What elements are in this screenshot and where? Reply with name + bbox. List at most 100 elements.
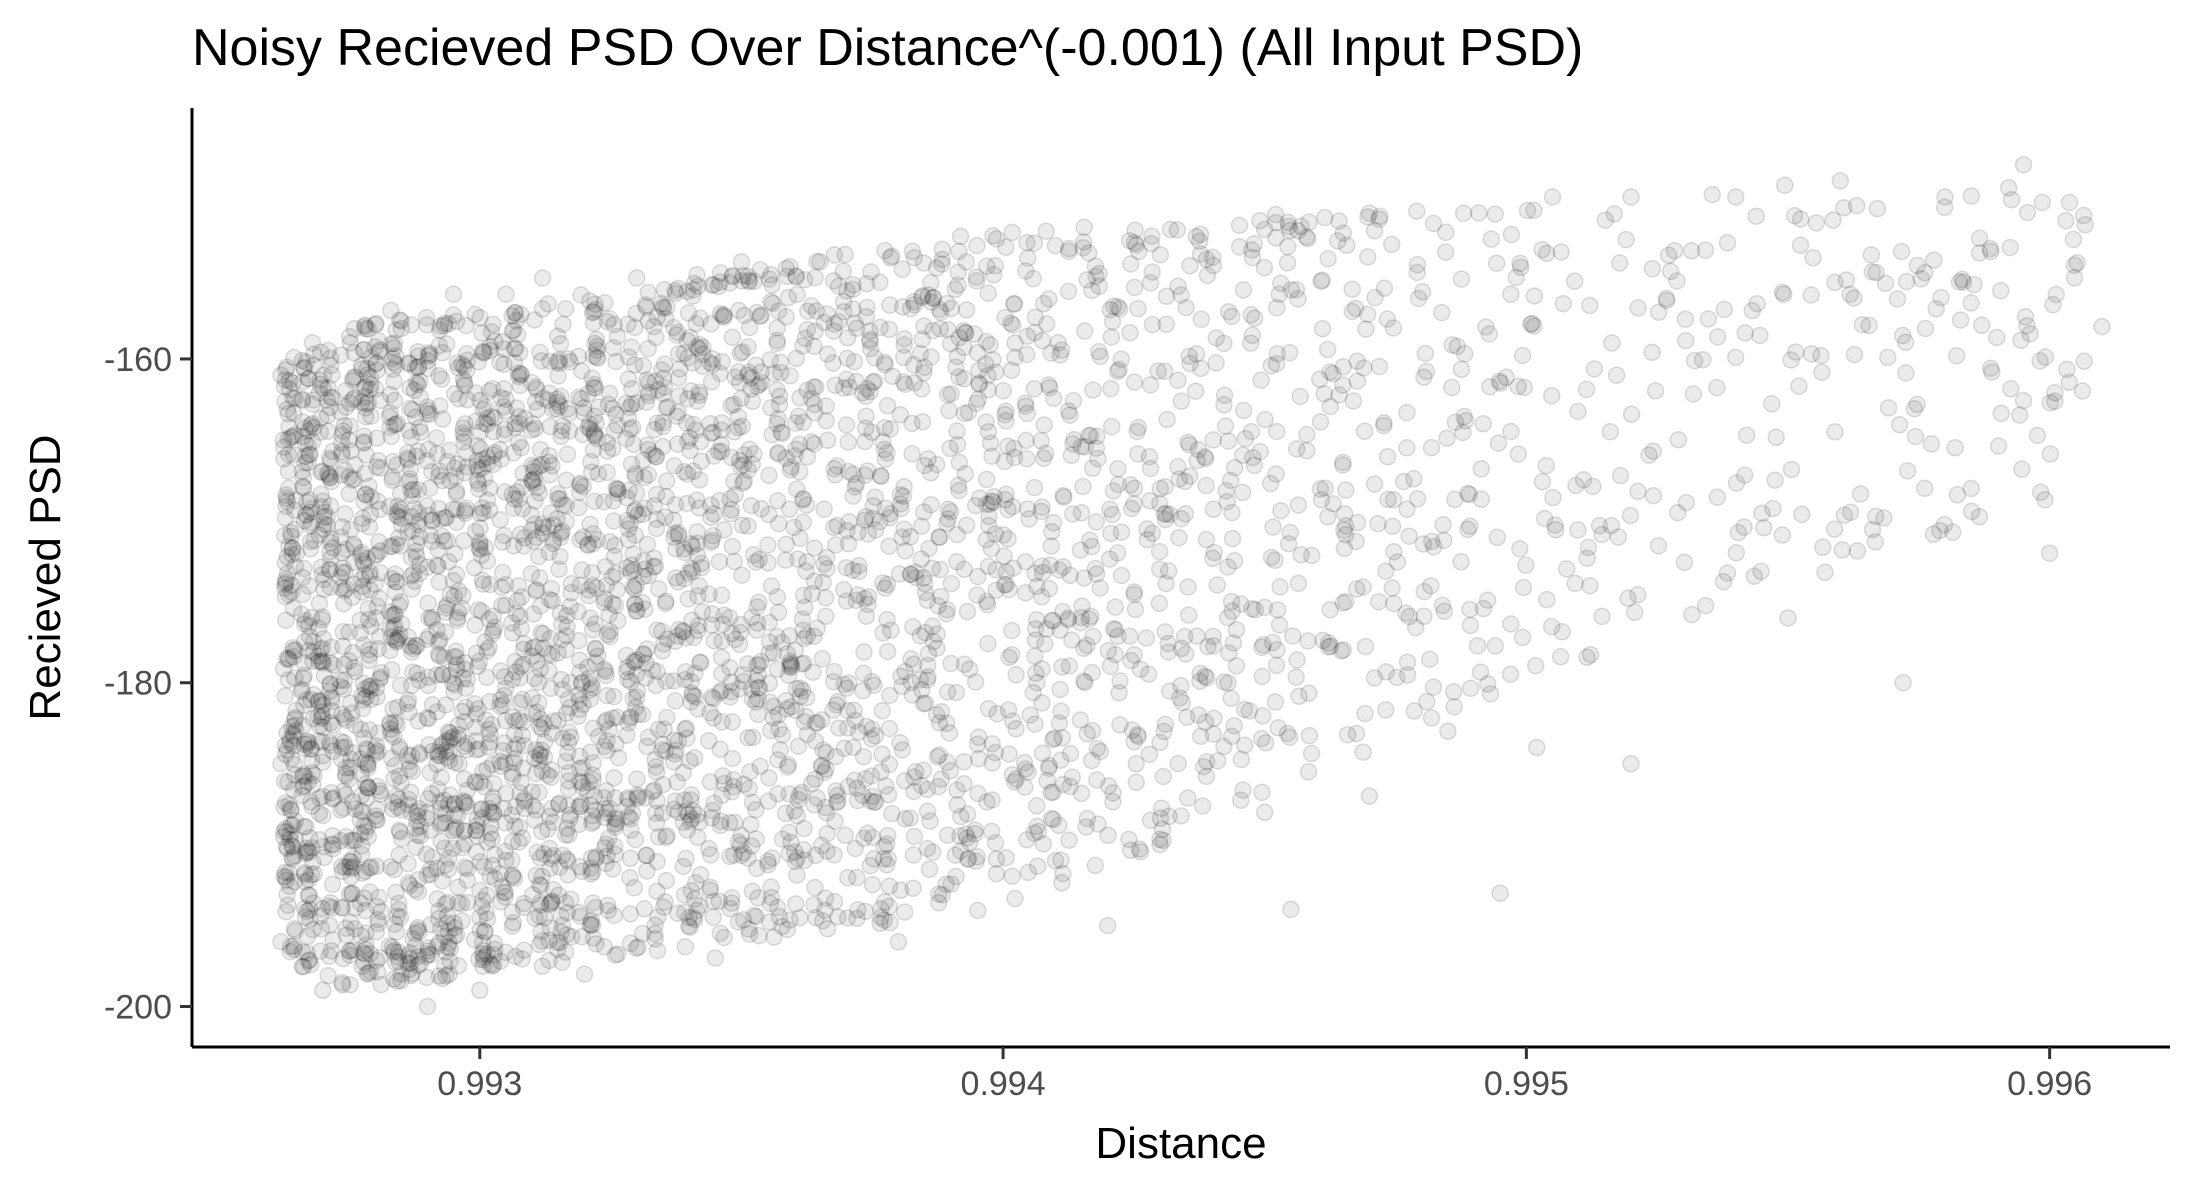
data-point — [513, 950, 531, 968]
data-point — [482, 803, 500, 822]
data-point — [483, 755, 502, 774]
data-point — [456, 698, 475, 717]
data-point — [486, 869, 504, 888]
data-point — [314, 696, 332, 714]
data-point — [1223, 529, 1242, 548]
data-point — [804, 663, 822, 681]
data-point — [1611, 466, 1630, 485]
data-point — [392, 593, 410, 611]
data-point — [1106, 645, 1125, 664]
data-point — [475, 922, 494, 940]
data-point — [471, 535, 489, 554]
data-point — [505, 339, 524, 358]
data-point — [438, 532, 457, 550]
data-point — [496, 883, 515, 902]
data-point — [506, 817, 524, 835]
data-point — [335, 581, 353, 600]
data-point — [331, 677, 350, 696]
data-point — [503, 868, 522, 886]
data-point — [286, 669, 304, 687]
data-point — [391, 740, 409, 759]
data-point — [298, 493, 316, 511]
data-point — [299, 886, 318, 905]
data-point — [438, 893, 457, 912]
data-point — [503, 917, 522, 935]
data-point — [333, 518, 351, 536]
data-point — [604, 860, 622, 878]
data-point — [1992, 404, 2010, 423]
data-point — [360, 646, 379, 664]
data-point — [468, 811, 486, 829]
data-point — [312, 558, 331, 576]
data-point — [358, 359, 377, 378]
data-point — [759, 536, 777, 554]
data-point — [332, 434, 351, 452]
data-point — [2002, 380, 2020, 398]
data-point — [584, 766, 602, 784]
data-point — [1862, 246, 1881, 264]
data-point — [480, 610, 499, 629]
data-point — [337, 759, 355, 777]
data-point — [432, 370, 451, 388]
data-point — [337, 926, 356, 944]
data-point — [417, 308, 436, 327]
data-point — [504, 753, 523, 772]
data-point — [496, 754, 514, 773]
data-point — [432, 832, 451, 851]
data-point — [1051, 346, 1069, 364]
data-point — [283, 539, 302, 557]
data-point — [388, 414, 407, 433]
data-point — [1172, 807, 1190, 825]
data-point — [1355, 422, 1374, 440]
data-point — [341, 852, 359, 871]
data-point — [295, 359, 313, 377]
data-point — [276, 570, 295, 589]
data-point — [403, 521, 422, 540]
data-point — [469, 353, 488, 371]
data-point — [293, 462, 312, 481]
data-point — [1578, 549, 1596, 567]
data-point — [515, 635, 533, 653]
data-point — [389, 529, 408, 547]
data-point — [321, 675, 340, 693]
data-point — [278, 400, 296, 418]
data-point — [285, 755, 304, 774]
data-point — [483, 856, 502, 875]
data-point — [406, 542, 425, 561]
data-point — [312, 485, 330, 504]
data-point — [433, 527, 451, 545]
data-point — [409, 480, 428, 499]
data-point — [449, 716, 468, 734]
data-point — [321, 398, 339, 417]
data-point — [301, 503, 320, 522]
data-point — [913, 412, 932, 431]
data-point — [1472, 490, 1491, 508]
data-point — [967, 272, 986, 290]
data-point — [446, 676, 464, 694]
data-point — [1204, 256, 1223, 275]
data-point — [286, 830, 305, 849]
data-point — [480, 799, 498, 818]
data-point — [1565, 272, 1584, 290]
data-point — [484, 315, 502, 334]
data-point — [385, 970, 403, 988]
data-point — [1267, 354, 1286, 373]
data-point — [440, 849, 458, 867]
data-point — [454, 424, 472, 442]
data-point — [279, 479, 298, 498]
data-point — [1708, 488, 1727, 506]
data-point — [335, 416, 353, 435]
data-point — [447, 482, 466, 501]
data-point — [385, 334, 404, 353]
data-point — [1253, 667, 1271, 686]
data-point — [277, 871, 296, 890]
data-point — [296, 767, 314, 786]
data-point — [449, 878, 467, 896]
data-point — [1347, 532, 1365, 551]
data-point — [1445, 698, 1463, 716]
data-point — [332, 579, 350, 597]
data-point — [358, 817, 377, 836]
data-point — [468, 816, 487, 835]
data-point — [760, 769, 778, 787]
data-point — [1791, 210, 1810, 228]
